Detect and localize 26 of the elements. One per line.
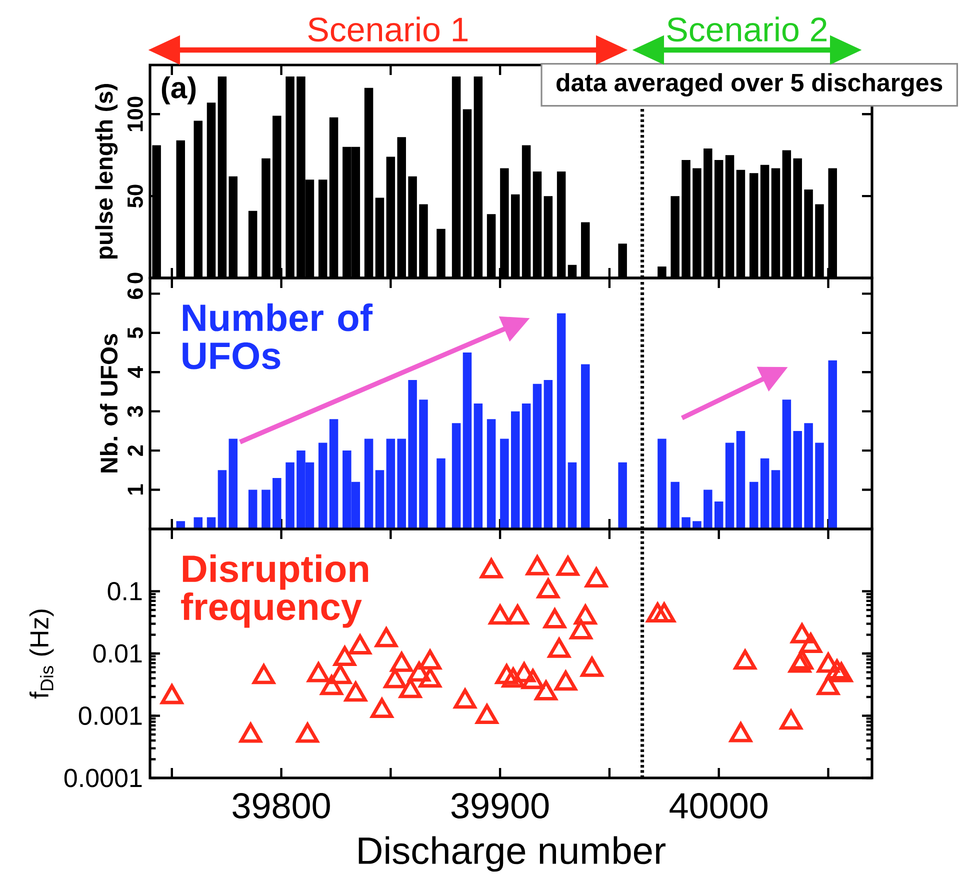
annotation: Disruption frequency xyxy=(181,554,368,628)
y-tick-label: 0.001 xyxy=(78,706,142,725)
annotation: data averaged over 5 discharges xyxy=(556,73,942,96)
x-axis-title: Discharge number xyxy=(358,836,666,872)
annotation: Number of UFOs xyxy=(182,303,373,370)
y-tick-label: 0.0001 xyxy=(64,768,142,788)
y-axis-title: Nb. of UFOs xyxy=(100,334,118,472)
text: Scenario 2 xyxy=(667,16,826,42)
y-tick-label: 50 xyxy=(127,184,143,208)
y-tick-label: 0.1 xyxy=(108,582,142,600)
y-tick-label: 2 xyxy=(128,445,143,456)
y-tick-label: 1 xyxy=(128,484,143,495)
annotation: (a) xyxy=(162,76,196,104)
y-tick-label: 0.01 xyxy=(93,644,142,663)
y-tick-label: 0 xyxy=(127,272,143,284)
x-tick-label: 40000 xyxy=(670,793,768,819)
text: Scenario 1 xyxy=(308,16,468,42)
y-axis-title: f$_{Dis}$ (Hz) xyxy=(29,610,54,699)
y-tick-label: 4 xyxy=(128,366,143,378)
y-tick-label: 5 xyxy=(128,327,143,338)
y-axis-title: pulse length (s) xyxy=(95,84,118,259)
y-tick-label: 6 xyxy=(127,288,143,299)
x-tick-label: 39900 xyxy=(451,793,549,819)
x-tick-label: 39800 xyxy=(232,793,330,819)
y-tick-label: 3 xyxy=(127,406,143,417)
y-tick-label: 100 xyxy=(127,96,143,132)
